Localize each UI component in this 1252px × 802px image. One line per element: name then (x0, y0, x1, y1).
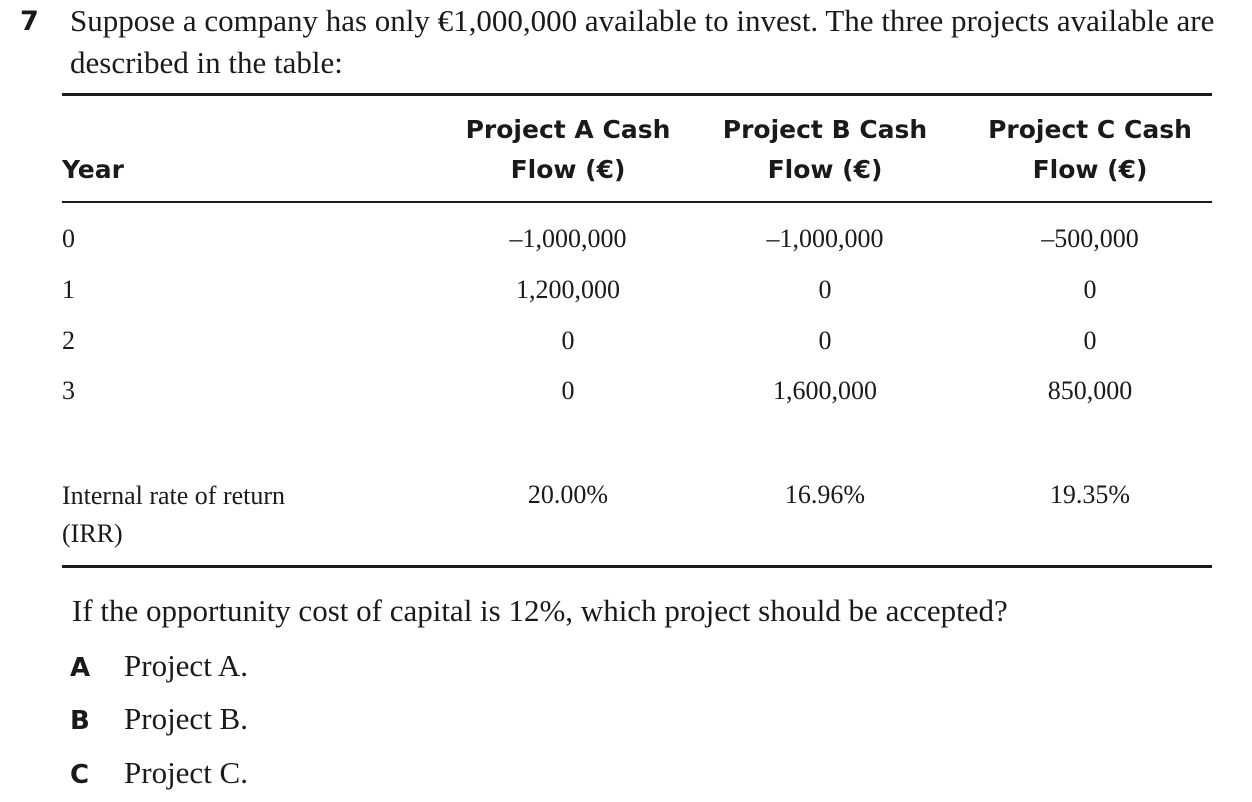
col-header-project-a-line1: Project A Cash (465, 115, 671, 144)
option-a[interactable]: A Project A. (70, 645, 248, 689)
col-header-project-b-line2: Flow (€) (767, 155, 883, 184)
year-cell: 2 (62, 326, 75, 355)
project-b-cell: –1,000,000 (766, 224, 884, 253)
col-header-project-b-line1: Project B Cash (722, 115, 928, 144)
irr-label-line1: Internal rate of return (62, 481, 286, 510)
option-b-letter: B (70, 706, 90, 736)
project-c-cell: 0 (1083, 275, 1097, 304)
option-a-text: Project A. (124, 648, 248, 683)
col-header-project-a: Project A Cash Flow (€) (448, 110, 688, 190)
project-c-cell: –500,000 (1041, 224, 1139, 253)
question-text: Suppose a company has only €1,000,000 av… (70, 3, 1215, 80)
project-a-cell: 0 (561, 326, 575, 355)
col-header-project-b: Project B Cash Flow (€) (705, 110, 945, 190)
irr-project-b: 16.96% (784, 480, 866, 509)
table-bottom-rule (62, 565, 1212, 568)
question-prompt: If the opportunity cost of capital is 12… (72, 593, 1008, 628)
irr-project-c: 19.35% (1049, 480, 1131, 509)
project-a-cell: 0 (561, 376, 575, 405)
header-bottom-rule (62, 201, 1212, 203)
question-number: 7 (20, 6, 39, 37)
project-a-cell: 1,200,000 (516, 275, 620, 304)
year-header: Year (62, 155, 124, 184)
irr-label-line2: (IRR) (62, 519, 123, 548)
year-cell: 1 (62, 275, 75, 304)
option-b[interactable]: B Project B. (70, 698, 248, 742)
project-a-cell: –1,000,000 (509, 224, 627, 253)
project-b-cell: 1,600,000 (773, 376, 877, 405)
option-c-text: Project C. (124, 755, 248, 790)
project-c-cell: 0 (1083, 326, 1097, 355)
option-c-letter: C (70, 760, 90, 790)
project-c-cell: 850,000 (1047, 376, 1133, 405)
year-cell: 0 (62, 224, 75, 253)
option-c[interactable]: C Project C. (70, 752, 248, 796)
project-b-cell: 0 (818, 275, 832, 304)
irr-project-a: 20.00% (527, 480, 609, 509)
irr-label: Internal rate of return (IRR) (62, 477, 382, 553)
col-header-project-c-line2: Flow (€) (1032, 155, 1148, 184)
option-b-text: Project B. (124, 701, 248, 736)
project-b-cell: 0 (818, 326, 832, 355)
col-header-project-c: Project C Cash Flow (€) (970, 110, 1210, 190)
table-top-rule (62, 93, 1212, 96)
col-header-project-c-line1: Project C Cash (988, 115, 1192, 144)
year-cell: 3 (62, 376, 75, 405)
col-header-project-a-line2: Flow (€) (510, 155, 626, 184)
option-a-letter: A (70, 653, 91, 683)
